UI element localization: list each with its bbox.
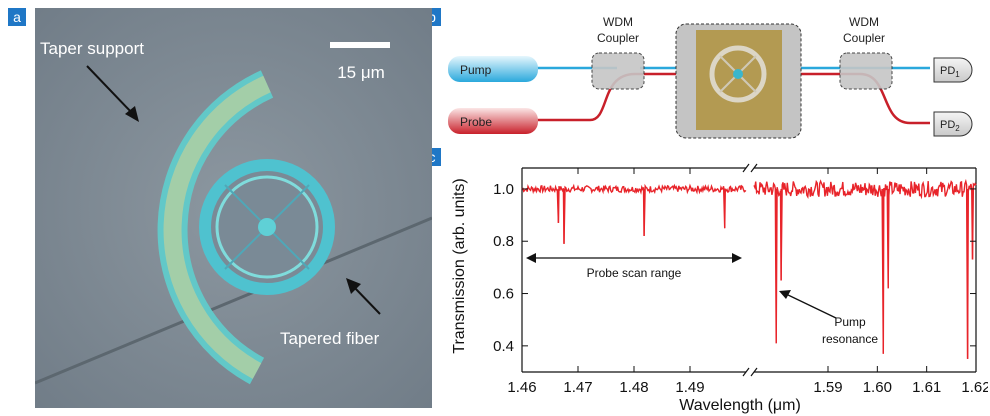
wdm-left-label-line2: Coupler [597,31,639,45]
microscope-photo: 15 μm Taper support Tapered fiber [35,8,432,408]
photodetector-1 [933,57,973,83]
pd2-label: PD [940,119,955,131]
scale-bar-label: 15 μm [337,63,385,82]
axis-break-right-1 [750,367,758,377]
x-axis-label: Wavelength (μm) [679,397,801,414]
pump-resonance-arrowhead [779,290,791,299]
x-tick-label-1-2: 1.61 [912,379,941,396]
arrow-taper-support [125,106,139,122]
probe-scan-range-label: Probe scan range [587,266,682,280]
probe-scan-arrowhead-right [732,253,742,263]
device-photo [696,30,782,130]
y-tick-label-0: 0.4 [493,338,514,355]
photodetector-2 [933,111,973,137]
pd2-subscript: 2 [955,124,960,133]
x-tick-label-0-1: 1.47 [563,379,592,396]
x-tick-label-1-0: 1.59 [813,379,842,396]
spectrum-trace-0 [521,183,747,244]
axis-break-right-0 [750,163,758,173]
wdm-right-label-line1: WDM [849,15,879,29]
arrow-tapered-fiber [346,278,361,294]
pump-resonance-label-line2: resonance [822,332,878,346]
pd1-subscript: 1 [955,70,960,79]
svg-text:PD1: PD1 [940,65,960,79]
pd1-label: PD [940,65,955,77]
tapered-fiber-line [35,216,432,385]
transmission-chart: 1.46 1.47 1.48 1.49 1.59 1.60 1.61 1.62 0.4 0.6 0.… [451,163,988,414]
probe-source [448,108,538,134]
y-axis-label: Transmission (arb. units) [451,178,468,353]
pump-resonance-arrow [785,293,837,319]
axis-break-left-1 [742,367,750,377]
scale-bar [330,42,390,48]
microring-resonator [199,159,335,295]
spectrum-trace-1 [753,178,977,359]
setup-schematic: Pump Probe WDM Coupler WDM Coupler PD1 P… [448,15,973,139]
pump-source [448,56,538,82]
x-tick-label-1-3: 1.62 [961,379,988,396]
taper-support-label: Taper support [40,39,144,58]
x-tick-label-0-0: 1.46 [507,379,536,396]
wdm-right-label-line2: Coupler [843,31,885,45]
wdm-left-label-line1: WDM [603,15,633,29]
panel-label-a: a [8,8,26,26]
x-tick-label-0-2: 1.48 [619,379,648,396]
axis-break-left-0 [742,163,750,173]
pump-resonance-label-line1: Pump [834,315,866,329]
tapered-fiber-label: Tapered fiber [280,329,380,348]
probe-scan-arrowhead-left [526,253,536,263]
pump-label: Pump [460,63,492,77]
y-tick-label-2: 0.8 [493,233,514,250]
y-tick-label-3: 1.0 [493,181,514,198]
x-tick-label-1-1: 1.60 [863,379,892,396]
x-tick-label-0-3: 1.49 [675,379,704,396]
wdm-coupler-left [591,52,645,90]
y-tick-label-1: 0.6 [493,286,514,303]
wdm-coupler-right [839,52,893,90]
svg-text:PD2: PD2 [940,119,960,133]
probe-label: Probe [460,115,492,129]
